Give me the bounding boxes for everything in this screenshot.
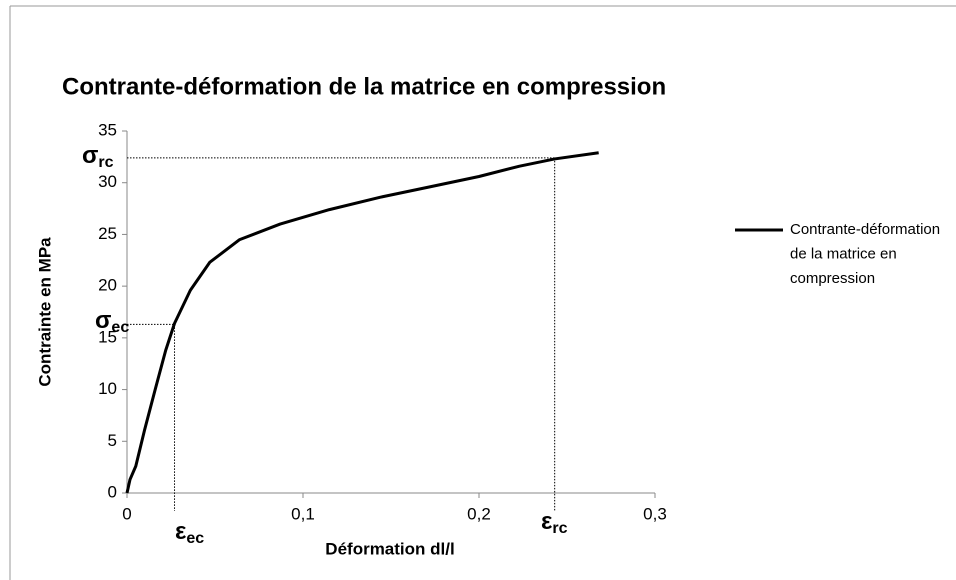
annotation: εec (175, 518, 204, 547)
annotation-subscript: ec (111, 319, 129, 336)
x-tick-label: 0,2 (467, 504, 491, 523)
annotation-symbol: σ (95, 307, 111, 334)
annotation-subscript: ec (186, 530, 204, 547)
line-series (125, 151, 599, 494)
annotation: εrc (541, 508, 568, 537)
legend-line: compression (790, 270, 875, 287)
annotation: σrc (82, 142, 114, 171)
legend-label: Contrante-déformation de la matrice en com… (790, 221, 940, 287)
x-axis-label: Déformation dl/l (325, 539, 454, 558)
y-tick-label: 30 (98, 172, 117, 191)
y-tick-label: 15 (98, 327, 117, 346)
y-tick-label: 25 (98, 224, 117, 243)
annotation-symbol: σ (82, 142, 98, 169)
x-tick-label: 0,3 (643, 504, 667, 523)
y-axis-label: Contrainte en MPa (35, 237, 54, 387)
annotation-symbol: ε (541, 508, 552, 535)
legend-line: Contrante-déformation (790, 221, 940, 238)
y-tick-label: 10 (98, 379, 117, 398)
y-tick-label: 20 (98, 276, 117, 295)
x-tick-label: 0,1 (291, 504, 315, 523)
y-tick-label: 35 (98, 120, 117, 139)
y-tick-label: 0 (108, 482, 117, 501)
chart-title: Contrante-déformation de la matrice en c… (62, 73, 666, 100)
annotation-symbol: ε (175, 518, 186, 545)
annotation-subscript: rc (552, 520, 567, 537)
x-tick-label: 0 (122, 504, 131, 523)
legend-line: de la matrice en (790, 245, 897, 262)
annotation: σec (95, 307, 129, 336)
y-tick-label: 5 (108, 431, 117, 450)
annotation-subscript: rc (98, 154, 113, 171)
